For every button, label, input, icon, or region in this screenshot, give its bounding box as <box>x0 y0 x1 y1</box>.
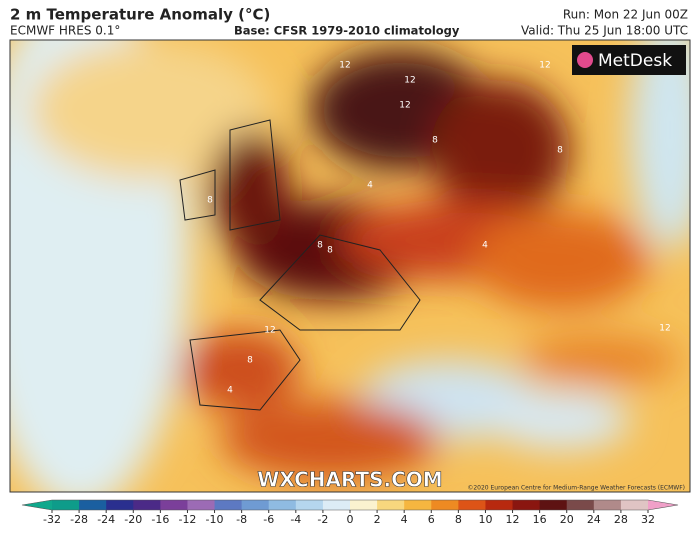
tick-label: -8 <box>236 513 247 526</box>
low-arrow <box>22 500 52 510</box>
contour-label: 8 <box>247 356 253 366</box>
contour-label: 8 <box>432 136 438 146</box>
tick-label: 10 <box>478 513 492 526</box>
map: WXCHARTS.COM ©2020 European Centre for M… <box>10 40 690 492</box>
contour-label: 8 <box>557 146 563 156</box>
color-segment <box>377 500 405 510</box>
color-segment <box>404 500 432 510</box>
contour-label: 4 <box>367 181 373 191</box>
tick-label: -24 <box>97 513 115 526</box>
watermark: WXCHARTS.COM <box>257 468 442 492</box>
tick-label: 28 <box>614 513 628 526</box>
tick-label: 2 <box>374 513 381 526</box>
tick-label: 16 <box>533 513 547 526</box>
tick-label: -4 <box>290 513 301 526</box>
color-segment <box>512 500 541 510</box>
color-segment <box>133 500 161 510</box>
run: Run: Mon 22 Jun 00Z <box>563 8 688 22</box>
tick-label: -12 <box>178 513 196 526</box>
tick-label: 8 <box>455 513 462 526</box>
tick-label: -32 <box>43 513 61 526</box>
tick-label: -2 <box>317 513 328 526</box>
color-segment <box>593 500 622 510</box>
high-arrow <box>648 500 678 510</box>
color-segment <box>79 500 107 510</box>
tick-label: 4 <box>401 513 408 526</box>
contour-label: 8 <box>327 246 333 256</box>
tick-label: -6 <box>263 513 274 526</box>
tick-label: -10 <box>206 513 224 526</box>
color-segment <box>350 500 378 510</box>
contour-label: 12 <box>339 61 350 71</box>
tick-label: 12 <box>506 513 520 526</box>
tick-label: 24 <box>587 513 601 526</box>
contour-label: 12 <box>659 324 670 334</box>
color-segment <box>485 500 514 510</box>
color-segment <box>214 500 243 510</box>
color-segment <box>187 500 216 510</box>
legend: -32 -28 -24 -20 -16 -12 -10 -8 -6 -4 -2 0 2 4 6 8 10 12 16… <box>21 499 679 526</box>
contour-label: 12 <box>539 61 550 71</box>
tick-label: 6 <box>428 513 435 526</box>
color-segment <box>566 500 595 510</box>
title: 2 m Temperature Anomaly (°C) <box>10 6 270 24</box>
color-segment <box>160 500 188 510</box>
tick-label: 32 <box>641 513 655 526</box>
logo-icon <box>577 52 593 68</box>
contour-label: 8 <box>317 241 323 251</box>
tick-label: -20 <box>124 513 142 526</box>
contour-label: 4 <box>482 241 488 251</box>
model: ECMWF HRES 0.1° <box>10 24 120 38</box>
contour-label: 12 <box>399 101 410 111</box>
color-segment <box>431 500 459 510</box>
color-segment <box>322 500 351 510</box>
color-segment <box>268 500 297 510</box>
copyright: ©2020 European Centre for Medium-Range W… <box>467 485 685 492</box>
tick-label: -28 <box>70 513 88 526</box>
logo: MetDesk <box>598 51 672 71</box>
color-segment <box>539 500 568 510</box>
color-segment <box>620 500 649 510</box>
color-segment <box>295 500 324 510</box>
tick-label: 0 <box>347 513 354 526</box>
map-frame <box>9 39 691 493</box>
color-segment <box>106 500 134 510</box>
contour-label: 12 <box>264 326 275 336</box>
color-segment <box>241 500 270 510</box>
tick-label: 20 <box>560 513 574 526</box>
color-segment <box>52 500 80 510</box>
contour-label: 12 <box>404 76 415 86</box>
color-segment <box>458 500 486 510</box>
tick-label: -16 <box>151 513 169 526</box>
valid: Valid: Thu 25 Jun 18:00 UTC <box>521 24 688 38</box>
contour-label: 8 <box>207 196 213 206</box>
base: Base: CFSR 1979-2010 climatology <box>234 24 460 38</box>
contour-label: 4 <box>227 386 233 396</box>
